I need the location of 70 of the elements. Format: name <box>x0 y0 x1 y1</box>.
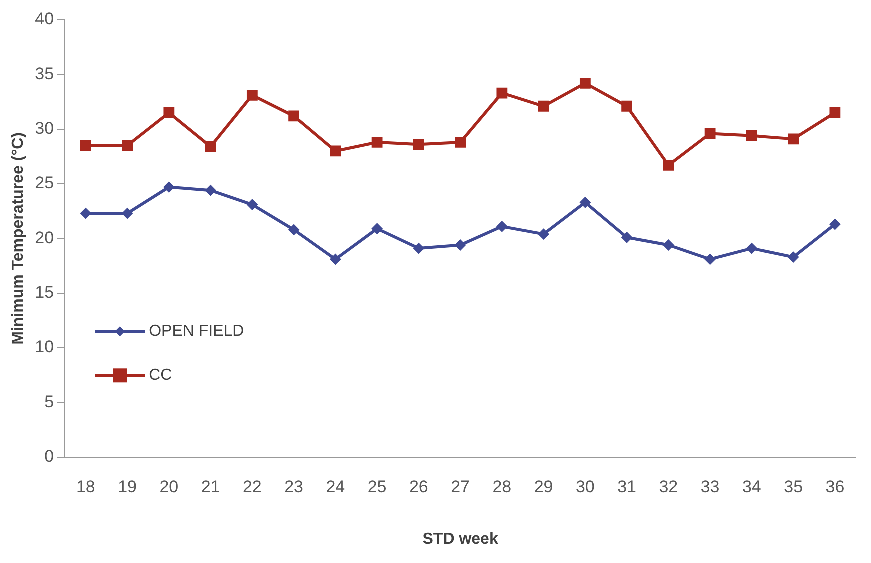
x-tick-label: 33 <box>700 477 720 496</box>
point <box>413 139 424 150</box>
point <box>372 137 383 148</box>
point <box>455 137 466 148</box>
point <box>538 228 550 240</box>
x-tick-label: 22 <box>242 477 262 496</box>
y-tick-label: 0 <box>44 447 54 466</box>
y-tick-label: 30 <box>35 119 54 138</box>
point <box>205 141 216 152</box>
point <box>496 88 508 99</box>
x-tick-label: 36 <box>826 477 845 496</box>
point <box>704 128 716 140</box>
point <box>80 140 92 152</box>
point <box>830 218 841 230</box>
point <box>580 78 591 89</box>
x-tick-label: 23 <box>284 477 304 496</box>
x-tick-label: 27 <box>451 477 470 496</box>
x-axis-title: STD week <box>422 530 498 548</box>
y-tick-label: 25 <box>35 174 54 193</box>
point <box>663 160 674 171</box>
point <box>205 185 216 196</box>
y-tick-label: 5 <box>44 392 54 412</box>
point <box>496 221 508 232</box>
point <box>830 108 841 118</box>
point <box>122 140 133 152</box>
x-tick-label: 28 <box>492 477 512 496</box>
point <box>122 208 134 220</box>
point <box>788 252 800 263</box>
y-tick-label: 15 <box>35 283 54 302</box>
point <box>164 182 175 193</box>
x-tick-label: 32 <box>659 477 678 496</box>
y-tick-label: 40 <box>35 10 54 29</box>
point <box>704 254 716 265</box>
x-tick-label: 30 <box>576 477 595 496</box>
y-tick-label: 35 <box>35 64 54 84</box>
point <box>746 243 758 254</box>
point <box>455 240 466 251</box>
x-tick-label: 29 <box>534 477 554 496</box>
point <box>538 100 550 112</box>
point <box>746 130 758 142</box>
point <box>622 232 633 244</box>
point <box>413 243 424 254</box>
point <box>622 100 633 112</box>
point <box>246 199 258 210</box>
legend-label: OPEN FIELD <box>149 323 244 340</box>
x-tick-label: 35 <box>784 477 804 496</box>
legend-label: CC <box>149 367 172 384</box>
y-tick-label: 10 <box>35 338 54 357</box>
point <box>288 224 300 236</box>
point <box>80 208 92 220</box>
point <box>788 134 800 145</box>
point <box>288 110 300 122</box>
x-tick-label: 25 <box>368 477 387 496</box>
x-tick-label: 24 <box>326 477 346 496</box>
point <box>663 240 674 251</box>
point <box>330 254 342 265</box>
x-tick-label: 26 <box>409 477 428 496</box>
point <box>580 197 591 208</box>
point <box>330 146 342 157</box>
y-axis-title: Minimum Temperaturee (°C) <box>10 132 28 345</box>
x-tick-label: 21 <box>201 477 220 496</box>
x-tick-label: 31 <box>618 477 637 496</box>
x-tick-label: 19 <box>118 477 138 496</box>
x-tick-label: 20 <box>160 477 179 496</box>
point <box>246 90 258 101</box>
x-tick-label: 18 <box>76 477 96 496</box>
point <box>372 223 383 234</box>
x-tick-label: 34 <box>742 477 762 496</box>
y-tick-label: 20 <box>35 228 54 248</box>
point <box>164 108 175 118</box>
